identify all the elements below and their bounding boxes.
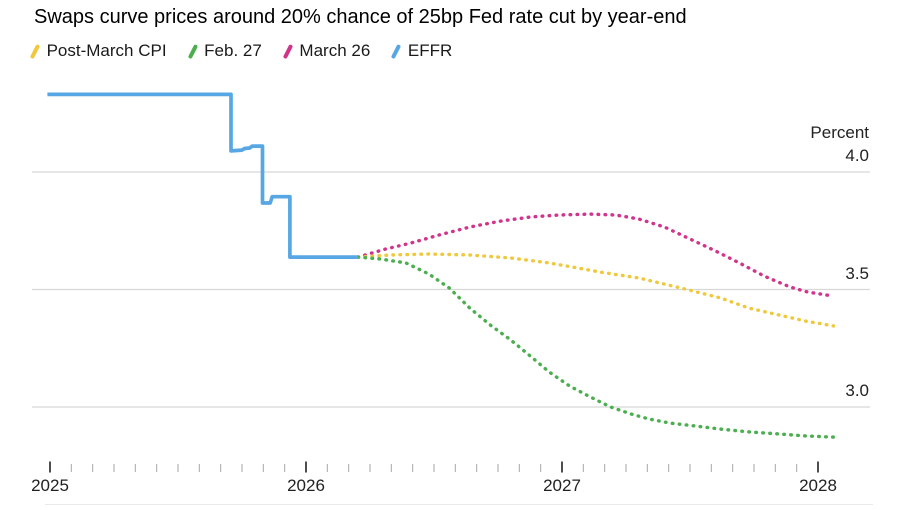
legend-label: Feb. 27 bbox=[204, 41, 262, 60]
x-tick-label-2025: 2025 bbox=[31, 476, 69, 495]
legend-item-effr: EFFR bbox=[391, 41, 453, 61]
series-effr-line bbox=[47, 92, 358, 259]
series-feb-27-line bbox=[356, 255, 836, 439]
y-axis-unit-label: Percent bbox=[810, 123, 869, 142]
y-tick-label-3.5: 3.5 bbox=[845, 263, 869, 283]
legend-item-feb-27: Feb. 27 bbox=[187, 41, 262, 61]
legend-item-post-march-cpi: Post-March CPI bbox=[29, 41, 167, 61]
y-tick-label-3.0: 3.0 bbox=[845, 381, 869, 400]
legend-label: EFFR bbox=[407, 41, 453, 60]
legend-item-march-26: March 26 bbox=[282, 41, 371, 61]
series-march-26-line bbox=[356, 212, 836, 298]
x-tick-label-2028: 2028 bbox=[799, 476, 837, 495]
legend-label: March 26 bbox=[299, 41, 371, 60]
chart-legend: Post-March CPI Feb. 27 March 26 EFFR bbox=[29, 41, 453, 61]
legend-label: Post-March CPI bbox=[46, 41, 167, 60]
series-post-march-cpi-line bbox=[356, 252, 836, 328]
x-tick-label-2026: 2026 bbox=[287, 476, 325, 495]
x-tick-label-2027: 2027 bbox=[543, 476, 581, 495]
chart-title: Swaps curve prices around 20% chance of … bbox=[34, 6, 687, 28]
y-tick-label-4.0: 4.0 bbox=[845, 146, 869, 165]
